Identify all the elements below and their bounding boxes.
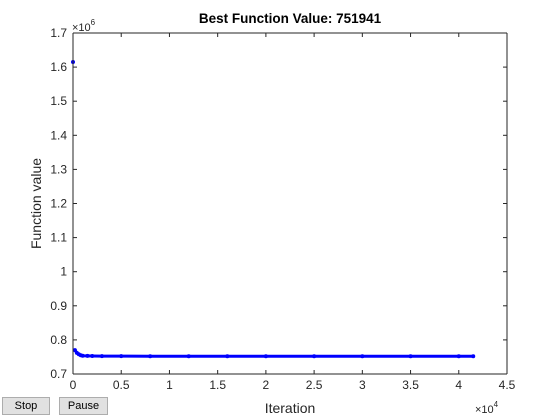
data-point bbox=[360, 354, 365, 359]
data-point bbox=[471, 354, 476, 359]
y-tick-label: 1.2 bbox=[50, 197, 67, 211]
data-point bbox=[99, 354, 104, 359]
x-tick-label: 4.5 bbox=[499, 378, 516, 392]
y-axis-label: Function value bbox=[28, 158, 44, 249]
x-axis-label: Iteration bbox=[265, 400, 316, 416]
data-point bbox=[80, 353, 85, 358]
y-axis: 0.7 0.8 0.9 1 1.1 1.2 1.3 1.4 1.5 1.6 1.7 bbox=[50, 26, 508, 381]
y-tick-label: 1 bbox=[60, 265, 67, 279]
x-axis: 0 0.5 1 1.5 2 2.5 3 3.5 4 4.5 bbox=[70, 32, 516, 392]
series-layer bbox=[71, 59, 476, 359]
chart-title: Best Function Value: 751941 bbox=[199, 11, 382, 26]
y-axis-multiplier: ×106 bbox=[72, 18, 96, 34]
y-tick-label: 1.4 bbox=[50, 128, 67, 142]
x-multiplier-base: ×10 bbox=[475, 404, 494, 416]
data-point bbox=[312, 354, 317, 359]
svg-text:×104: ×104 bbox=[475, 400, 499, 416]
y-tick-label: 0.7 bbox=[50, 367, 67, 381]
data-point bbox=[408, 354, 413, 359]
y-tick-label: 1.6 bbox=[50, 60, 67, 74]
x-multiplier-exponent: 4 bbox=[494, 400, 499, 409]
data-point bbox=[119, 354, 124, 359]
x-tick-label: 1.5 bbox=[209, 378, 226, 392]
x-tick-label: 0 bbox=[70, 378, 77, 392]
y-tick-label: 0.9 bbox=[50, 299, 67, 313]
x-tick-label: 3.5 bbox=[402, 378, 419, 392]
data-point bbox=[90, 354, 95, 359]
x-tick-label: 4 bbox=[455, 378, 462, 392]
x-tick-label: 3 bbox=[359, 378, 366, 392]
x-tick-label: 2.5 bbox=[306, 378, 323, 392]
data-point bbox=[225, 354, 230, 359]
pause-button[interactable]: Pause bbox=[59, 397, 108, 415]
data-point bbox=[186, 354, 191, 359]
x-tick-label: 2 bbox=[263, 378, 270, 392]
y-tick-label: 1.3 bbox=[50, 162, 67, 176]
stop-button[interactable]: Stop bbox=[2, 397, 50, 415]
y-multiplier-base: ×10 bbox=[72, 22, 91, 34]
y-tick-label: 1.5 bbox=[50, 94, 67, 108]
y-multiplier-exponent: 6 bbox=[91, 18, 96, 27]
y-tick-label: 1.7 bbox=[50, 26, 67, 40]
y-tick-label: 0.8 bbox=[50, 333, 67, 347]
data-point bbox=[148, 354, 153, 359]
plot-layer bbox=[73, 33, 507, 374]
x-tick-label: 0.5 bbox=[113, 378, 130, 392]
plot-area bbox=[73, 33, 507, 374]
data-point bbox=[456, 354, 461, 359]
x-tick-label: 1 bbox=[166, 378, 173, 392]
data-point bbox=[85, 353, 90, 358]
svg-text:×106: ×106 bbox=[72, 18, 96, 34]
data-point bbox=[263, 354, 268, 359]
y-tick-label: 1.1 bbox=[50, 231, 67, 245]
x-axis-multiplier: ×104 bbox=[475, 400, 499, 416]
